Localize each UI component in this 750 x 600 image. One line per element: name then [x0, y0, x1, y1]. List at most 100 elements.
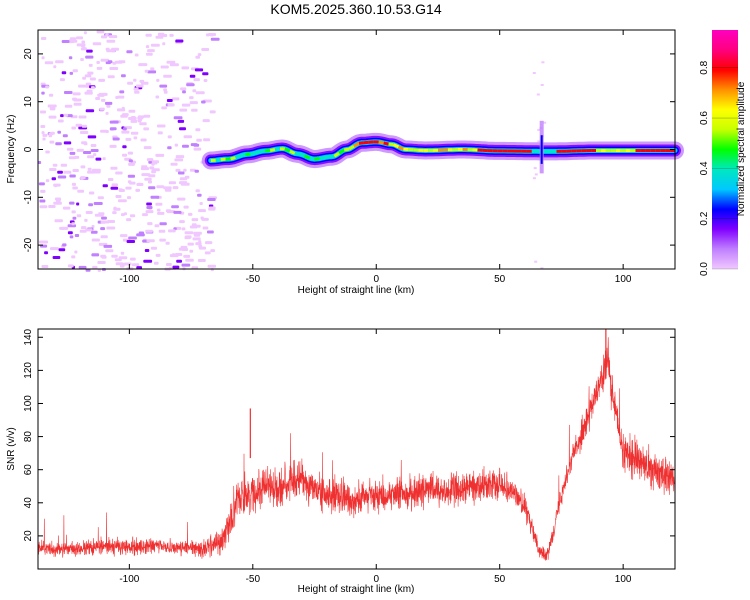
noise-speckle — [179, 220, 185, 224]
ridge-core — [358, 141, 365, 145]
noise-speckle — [158, 229, 166, 233]
noise-speckle — [57, 170, 63, 174]
noise-speckle — [128, 109, 136, 113]
noise-speckle — [44, 251, 48, 255]
snr-frame — [37, 328, 676, 570]
noise-speckle — [148, 174, 156, 178]
noise-speckle — [192, 237, 201, 241]
noise-speckle — [44, 61, 54, 65]
noise-speckle — [81, 226, 87, 230]
noise-speckle — [179, 127, 186, 131]
noise-speckle — [172, 97, 180, 101]
noise-speckle — [146, 206, 153, 209]
noise-speckle — [541, 61, 545, 64]
noise-speckle — [180, 87, 187, 91]
noise-speckle — [146, 239, 155, 243]
noise-speckle — [201, 48, 210, 51]
noise-speckle — [98, 78, 105, 82]
noise-speckle — [60, 163, 67, 167]
noise-speckle — [109, 144, 117, 148]
noise-speckle — [115, 96, 119, 99]
noise-speckle — [102, 184, 108, 188]
y-tick-label: 10 — [23, 96, 34, 108]
noise-speckle — [48, 93, 54, 97]
noise-speckle — [78, 84, 87, 88]
noise-speckle — [122, 113, 129, 117]
noise-speckle — [105, 249, 114, 253]
noise-speckle — [57, 175, 67, 179]
noise-speckle — [85, 55, 94, 59]
noise-speckle — [106, 226, 116, 230]
noise-speckle — [147, 222, 153, 226]
noise-speckle — [146, 158, 154, 162]
noise-speckle — [163, 186, 172, 190]
ridge-core — [294, 151, 300, 156]
noise-speckle — [91, 253, 100, 257]
noise-speckle — [191, 223, 197, 227]
noise-speckle — [74, 234, 80, 237]
ridge-core — [378, 140, 384, 145]
noise-speckle — [185, 258, 194, 262]
snr-panel: -100 -50 0 50 100 20 40 60 80 100 120 140 Height of… — [6, 328, 676, 595]
noise-speckle — [155, 202, 163, 206]
noise-speckle — [143, 146, 152, 150]
noise-speckle — [155, 253, 161, 257]
noise-speckle — [53, 201, 62, 205]
noise-speckle — [159, 222, 167, 226]
noise-speckle — [96, 30, 105, 34]
noise-speckle — [136, 183, 144, 186]
noise-speckle — [207, 264, 216, 268]
noise-speckle — [45, 150, 50, 154]
noise-speckle — [76, 214, 82, 218]
noise-speckle — [139, 122, 147, 126]
noise-speckle — [118, 256, 128, 260]
noise-speckle — [83, 151, 92, 154]
colorbar-tick-label: 0.6 — [699, 111, 710, 125]
noise-speckle — [40, 189, 46, 193]
noise-speckle — [125, 137, 132, 141]
noise-speckle — [175, 39, 184, 43]
noise-speckle — [205, 241, 213, 245]
noise-speckle — [63, 170, 72, 174]
noise-speckle — [136, 266, 142, 270]
x-tick-label: 0 — [373, 574, 379, 585]
noise-speckle — [134, 90, 140, 94]
noise-speckle — [81, 40, 86, 44]
noise-speckle — [131, 263, 140, 267]
noise-speckle — [69, 151, 76, 155]
noise-speckle — [141, 173, 151, 177]
noise-speckle — [157, 131, 163, 135]
noise-speckle — [201, 100, 206, 104]
noise-speckle — [76, 36, 83, 40]
colorbar-gradient — [712, 30, 738, 269]
ridge-core — [284, 147, 291, 153]
noise-speckle — [189, 74, 196, 78]
noise-speckle — [178, 171, 185, 175]
noise-speckle — [150, 43, 160, 47]
noise-speckle — [108, 35, 118, 39]
noise-speckle — [154, 261, 159, 265]
noise-speckle — [140, 138, 147, 142]
noise-speckle — [150, 195, 160, 199]
noise-speckle — [55, 142, 62, 146]
noise-speckle — [111, 183, 118, 187]
noise-speckle — [202, 72, 209, 76]
noise-speckle — [210, 249, 215, 253]
x-tick-label: 0 — [373, 274, 379, 285]
noise-speckle — [118, 199, 127, 203]
noise-speckle — [110, 186, 119, 190]
noise-speckle — [87, 71, 94, 75]
noise-speckle — [45, 85, 49, 89]
noise-speckle — [41, 37, 47, 40]
noise-speckle — [83, 31, 87, 35]
x-tick-label: 100 — [615, 574, 632, 585]
noise-speckle — [197, 193, 202, 197]
noise-speckle — [198, 240, 202, 244]
noise-speckle — [151, 170, 156, 174]
noise-speckle — [121, 213, 125, 217]
noise-speckle — [107, 60, 113, 64]
noise-speckle — [181, 103, 191, 107]
y-tick-label: 20 — [23, 48, 34, 60]
noise-speckle — [147, 70, 157, 74]
noise-speckle — [120, 234, 128, 238]
